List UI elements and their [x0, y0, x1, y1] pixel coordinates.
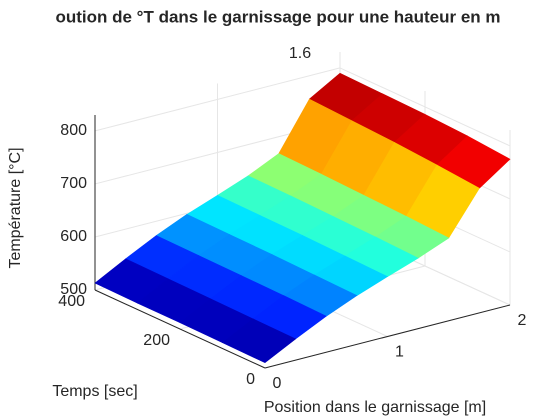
y-tick-label: 200	[143, 332, 170, 349]
x-axis	[264, 304, 511, 369]
y-axis-label: Temps [sec]	[52, 383, 137, 400]
surface-patch	[221, 318, 297, 364]
x-axis-label: Position dans le garnissage [m]	[264, 399, 486, 416]
grid-line	[94, 67, 341, 132]
y-axis	[94, 289, 266, 369]
grid-line	[339, 67, 511, 147]
z-axis-label: Température [°C]	[7, 147, 24, 268]
x-tick-label: 1	[395, 344, 404, 361]
x-tick-label: 2	[518, 312, 527, 329]
x-tick-label: 0	[273, 375, 282, 392]
chart-subtitle: 1.6	[289, 45, 311, 62]
y-tick-label: 0	[246, 371, 255, 388]
z-tick-label: 800	[60, 122, 87, 139]
chart-title: oution de °T dans le garnissage pour une…	[55, 7, 500, 26]
z-tick-label: 600	[60, 228, 87, 245]
z-tick-label: 500	[60, 281, 87, 298]
z-tick-label: 700	[60, 175, 87, 192]
y-tick-label: 400	[58, 293, 85, 310]
